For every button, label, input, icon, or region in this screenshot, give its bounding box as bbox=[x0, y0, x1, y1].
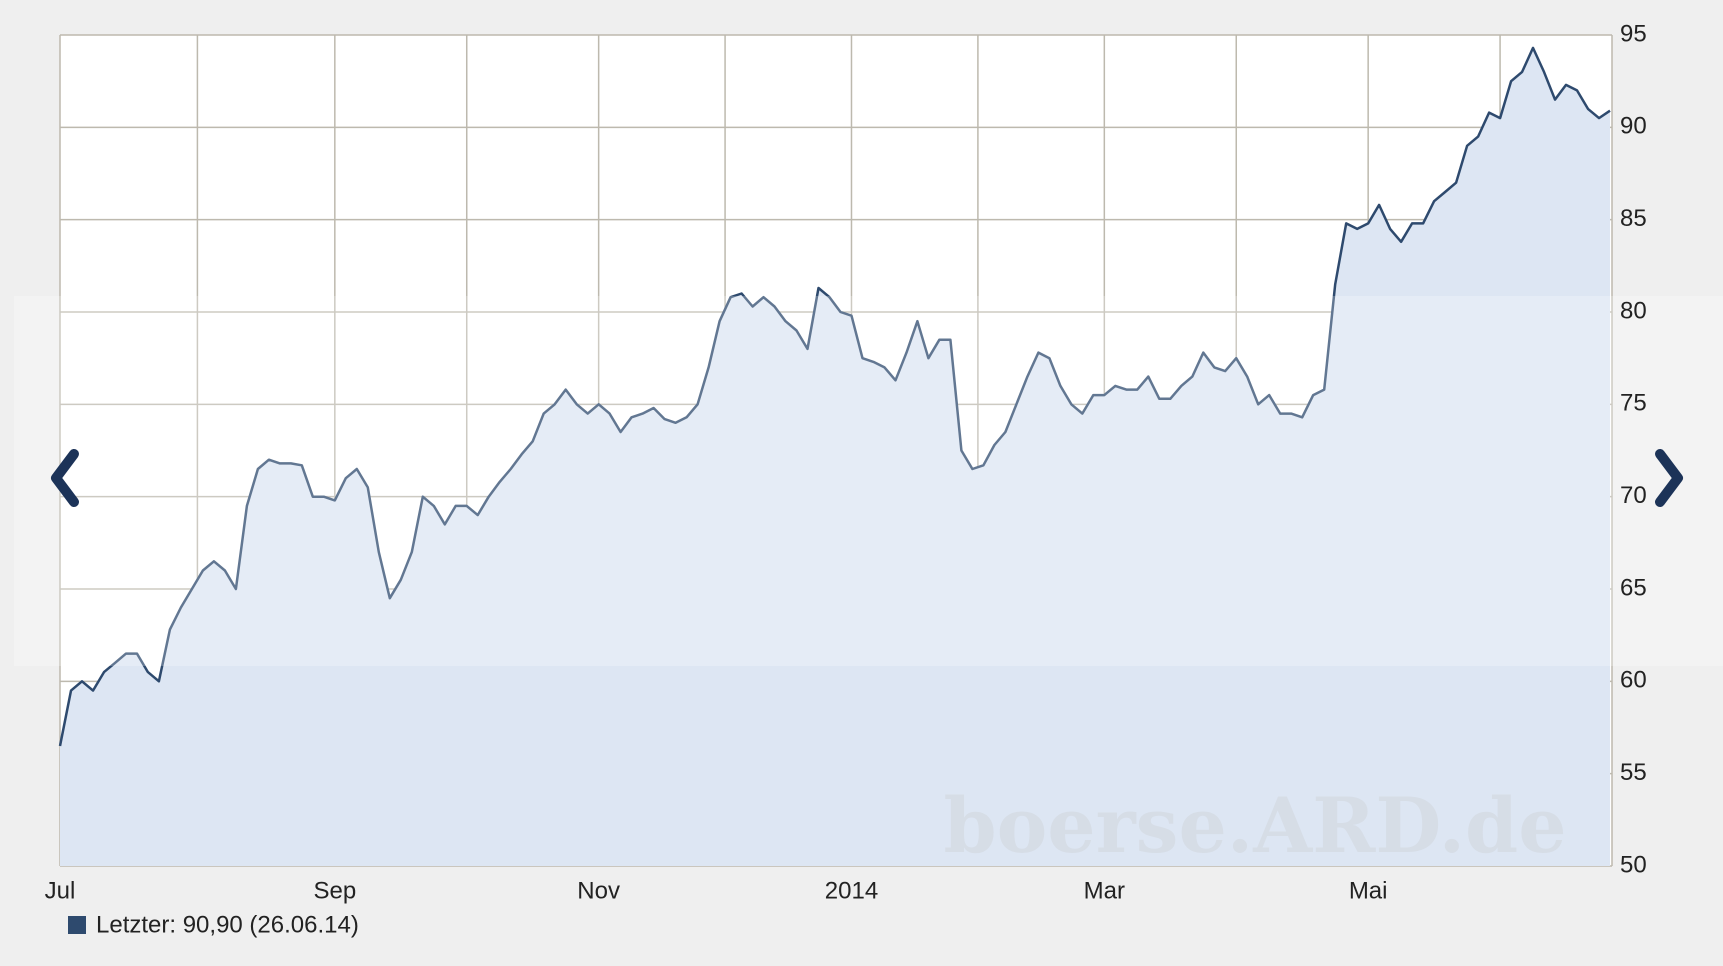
y-tick-label: 65 bbox=[1620, 574, 1647, 601]
legend-label: Letzter: 90,90 (26.06.14) bbox=[96, 911, 359, 938]
y-tick-label: 95 bbox=[1620, 20, 1647, 47]
prev-arrow[interactable] bbox=[51, 449, 79, 507]
y-tick-label: 50 bbox=[1620, 851, 1647, 878]
labels: 50 55 60 65 70 75 80 85 90 95 Jul Sep Nov 2014 Mar Mai bbox=[45, 20, 1647, 904]
y-tick-label: 55 bbox=[1620, 759, 1647, 786]
x-tick-label: Sep bbox=[313, 877, 356, 904]
watermark: boerse.ARD.de bbox=[943, 781, 1566, 870]
y-tick-label: 75 bbox=[1620, 390, 1647, 417]
y-tick-label: 70 bbox=[1620, 482, 1647, 509]
series-layer bbox=[58, 46, 1611, 866]
y-tick-label: 85 bbox=[1620, 205, 1647, 232]
x-tick-label: 2014 bbox=[825, 877, 878, 904]
x-tick-label: Nov bbox=[577, 877, 620, 904]
slider-overlay bbox=[14, 296, 1723, 666]
x-tick-label: Mar bbox=[1084, 877, 1125, 904]
y-tick-label: 90 bbox=[1620, 113, 1647, 140]
y-tick-label: 80 bbox=[1620, 297, 1647, 324]
area-fill bbox=[60, 47, 1610, 866]
x-tick-label: Jul bbox=[45, 877, 76, 904]
legend-swatch bbox=[68, 916, 86, 934]
y-tick-label: 60 bbox=[1620, 667, 1647, 694]
price-line bbox=[58, 46, 1611, 747]
x-tick-label: Mai bbox=[1349, 877, 1388, 904]
next-arrow[interactable] bbox=[1655, 449, 1683, 507]
